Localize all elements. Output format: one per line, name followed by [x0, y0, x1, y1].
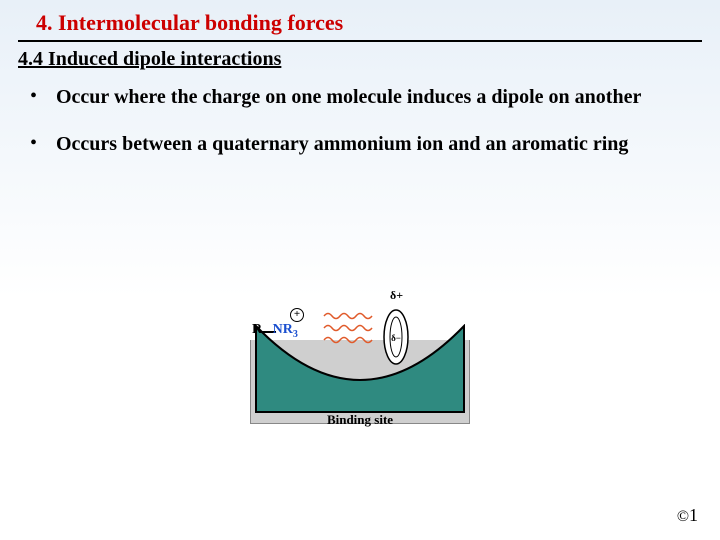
list-item: • Occur where the charge on one molecule… [30, 85, 680, 110]
page-footer: ©1 [677, 505, 698, 526]
interaction-lines-icon [322, 310, 382, 355]
delta-plus-label: δ+ [390, 288, 403, 303]
bullet-text: Occurs between a quaternary ammonium ion… [56, 132, 628, 157]
binding-diagram: δ+ δ− + R NR3 Binding site [240, 280, 480, 440]
delta-minus-label: δ− [391, 333, 401, 343]
n-part: NR [273, 322, 293, 337]
n-sub: 3 [293, 329, 298, 340]
r-part: R [252, 322, 262, 337]
ammonium-label: R NR3 [252, 322, 298, 340]
bullet-mark: • [30, 132, 56, 157]
cation-plus-icon: + [290, 308, 304, 322]
section-subtitle: 4.4 Induced dipole interactions [0, 42, 720, 85]
page-number: 1 [689, 505, 698, 525]
list-item: • Occurs between a quaternary ammonium i… [30, 132, 680, 157]
section-title: 4. Intermolecular bonding forces [18, 0, 702, 42]
aromatic-ring-icon: δ− [382, 308, 410, 371]
bullet-text: Occur where the charge on one molecule i… [56, 85, 641, 110]
bullet-mark: • [30, 85, 56, 110]
copyright-icon: © [677, 508, 689, 525]
bullet-list: • Occur where the charge on one molecule… [0, 85, 720, 157]
binding-site-label: Binding site [240, 412, 480, 428]
